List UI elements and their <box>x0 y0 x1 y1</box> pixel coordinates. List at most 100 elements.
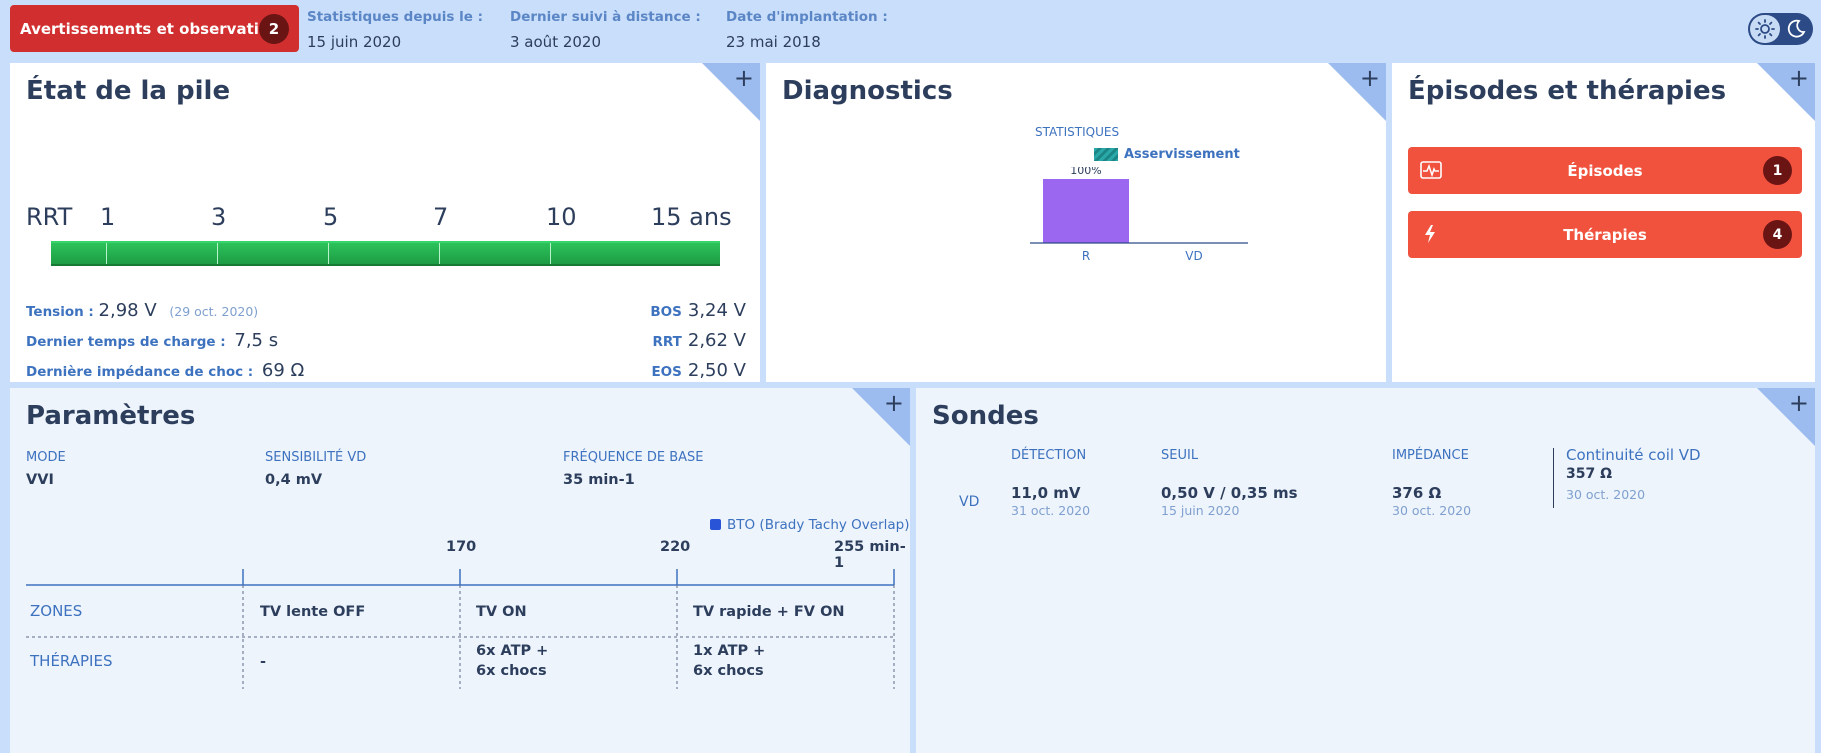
leads-expand-button[interactable]: + <box>1757 388 1815 446</box>
charge-label: Dernier temps de charge : <box>26 334 226 350</box>
header-bar: Avertissements et observations 2 Statist… <box>0 0 1821 61</box>
eos-label: EOS <box>651 364 682 380</box>
parameters-expand-button[interactable]: + <box>852 388 910 446</box>
battery-panel-title: État de la pile <box>26 76 231 106</box>
threshold-value: 0,50 V / 0,35 ms <box>1161 484 1298 502</box>
plus-icon: + <box>1359 64 1380 92</box>
detection-label: DÉTECTION <box>1011 448 1087 463</box>
zone-vt: TV ON <box>476 604 527 620</box>
episodes-panel: Épisodes et thérapies + Épisodes 1 Théra… <box>1392 63 1815 382</box>
sensitivity-value: 0,4 mV <box>265 472 323 488</box>
eos-row: EOS 2,50 V <box>651 360 746 381</box>
episodes-button[interactable]: Épisodes 1 <box>1408 147 1802 194</box>
shock-impedance-label: Dernière impédance de choc : <box>26 364 254 380</box>
diagnostics-expand-button[interactable]: + <box>1328 63 1386 121</box>
plus-icon: + <box>733 64 754 92</box>
zones-grid <box>26 569 895 689</box>
charge-row: Dernier temps de charge : 7,5 s <box>26 330 278 351</box>
diagnostics-chart: 100% R VD <box>1030 167 1248 263</box>
battery-scale-15: 15 ans <box>651 203 732 231</box>
tension-label: Tension : <box>26 304 94 320</box>
base-rate-value: 35 min-1 <box>563 472 635 488</box>
bos-label: BOS <box>650 304 682 320</box>
episodes-panel-title: Épisodes et thérapies <box>1408 76 1727 106</box>
zone-fast-vt-vf: TV rapide + FV ON <box>693 604 845 620</box>
bos-value: 3,24 V <box>687 300 746 321</box>
battery-scale-1: 1 <box>100 203 116 231</box>
episodes-count-badge: 1 <box>1763 156 1792 185</box>
alerts-button[interactable]: Avertissements et observations 2 <box>10 5 299 52</box>
battery-panel: État de la pile + RRT 1 3 5 7 10 15 ans … <box>10 63 760 382</box>
shock-impedance-value: 69 Ω <box>261 360 305 381</box>
impedance-value: 376 Ω <box>1392 484 1442 502</box>
zone-limit-255: 255 min-1 <box>834 539 906 571</box>
plus-icon: + <box>883 389 904 417</box>
zones-row-label: ZONES <box>30 602 83 620</box>
therapies-row-label: THÉRAPIES <box>30 652 113 670</box>
therapy-slow-vt: - <box>260 654 267 670</box>
bos-row: BOS 3,24 V <box>650 300 746 321</box>
impedance-row: Dernière impédance de choc : 69 Ω <box>26 360 304 381</box>
sun-icon <box>1750 15 1780 43</box>
statistics-label: STATISTIQUES <box>1035 125 1120 139</box>
stats-since-value: 15 juin 2020 <box>307 33 402 51</box>
battery-scale-10: 10 <box>546 203 577 231</box>
diagnostics-panel-title: Diagnostics <box>782 76 953 106</box>
therapies-button[interactable]: Thérapies 4 <box>1408 211 1802 258</box>
battery-scale-7: 7 <box>433 203 449 231</box>
theme-toggle[interactable] <box>1748 13 1813 45</box>
therapy-vt-shocks: 6x chocs <box>476 663 547 679</box>
coil-value: 357 Ω <box>1566 466 1612 482</box>
bar-value-label: 100% <box>1070 167 1101 177</box>
therapy-vt-atp: 6x ATP + <box>476 643 549 659</box>
plus-icon: + <box>1788 389 1809 417</box>
mode-value: VVI <box>26 472 54 488</box>
bto-legend-swatch <box>710 519 721 530</box>
detection-date: 31 oct. 2020 <box>1011 503 1091 518</box>
parameters-panel-title: Paramètres <box>26 401 196 431</box>
battery-scale-rrt: RRT <box>26 203 73 231</box>
rrt-label: RRT <box>652 334 682 350</box>
moon-icon <box>1780 15 1811 43</box>
therapies-button-label: Thérapies <box>1563 225 1647 244</box>
sensitivity-label: SENSIBILITÉ VD <box>265 450 367 465</box>
last-remote-field: Dernier suivi à distance : 3 août 2020 <box>510 9 701 51</box>
episodes-expand-button[interactable]: + <box>1757 63 1815 121</box>
bar-r <box>1043 179 1129 243</box>
plus-icon: + <box>1788 64 1809 92</box>
episodes-button-label: Épisodes <box>1567 161 1643 180</box>
battery-expand-button[interactable]: + <box>702 63 760 121</box>
zone-limit-170: 170 <box>446 539 477 555</box>
x-tick-r: R <box>1082 249 1090 263</box>
bto-legend-label: BTO (Brady Tachy Overlap) <box>727 517 910 533</box>
coil-divider <box>1553 448 1554 508</box>
zone-limit-220: 220 <box>660 539 691 555</box>
implant-date-value: 23 mai 2018 <box>726 33 821 51</box>
tension-date: (29 oct. 2020) <box>169 304 259 319</box>
threshold-date: 15 juin 2020 <box>1161 503 1240 518</box>
stats-since-field: Statistiques depuis le : 15 juin 2020 <box>307 9 483 51</box>
leads-panel-title: Sondes <box>932 401 1039 431</box>
legend-swatch <box>1094 148 1118 161</box>
rrt-value: 2,62 V <box>687 330 746 351</box>
ecg-monitor-icon <box>1420 161 1442 183</box>
coil-date: 30 oct. 2020 <box>1566 487 1646 502</box>
battery-bar <box>51 241 720 266</box>
alerts-count-badge: 2 <box>259 14 289 44</box>
diagnostics-panel: Diagnostics + STATISTIQUES Asservissemen… <box>766 63 1386 382</box>
legend-label: Asservissement <box>1124 147 1240 162</box>
eos-value: 2,50 V <box>687 360 746 381</box>
stats-since-label: Statistiques depuis le : <box>307 9 483 25</box>
therapy-fast-vt-shocks: 6x chocs <box>693 663 764 679</box>
x-tick-vd: VD <box>1185 249 1202 263</box>
therapies-count-badge: 4 <box>1763 220 1792 249</box>
alerts-button-label: Avertissements et observations <box>20 19 289 38</box>
coil-label: Continuité coil VD <box>1566 446 1701 464</box>
tension-row: Tension : 2,98 V (29 oct. 2020) <box>26 300 258 321</box>
detection-value: 11,0 mV <box>1011 484 1081 502</box>
leads-panel: Sondes + DÉTECTION SEUIL IMPÉDANCE Conti… <box>916 388 1815 753</box>
zone-slow-vt: TV lente OFF <box>260 604 366 620</box>
implant-date-field: Date d'implantation : 23 mai 2018 <box>726 9 888 51</box>
last-remote-value: 3 août 2020 <box>510 33 602 51</box>
parameters-panel: Paramètres + MODE VVI SENSIBILITÉ VD 0,4… <box>10 388 910 753</box>
